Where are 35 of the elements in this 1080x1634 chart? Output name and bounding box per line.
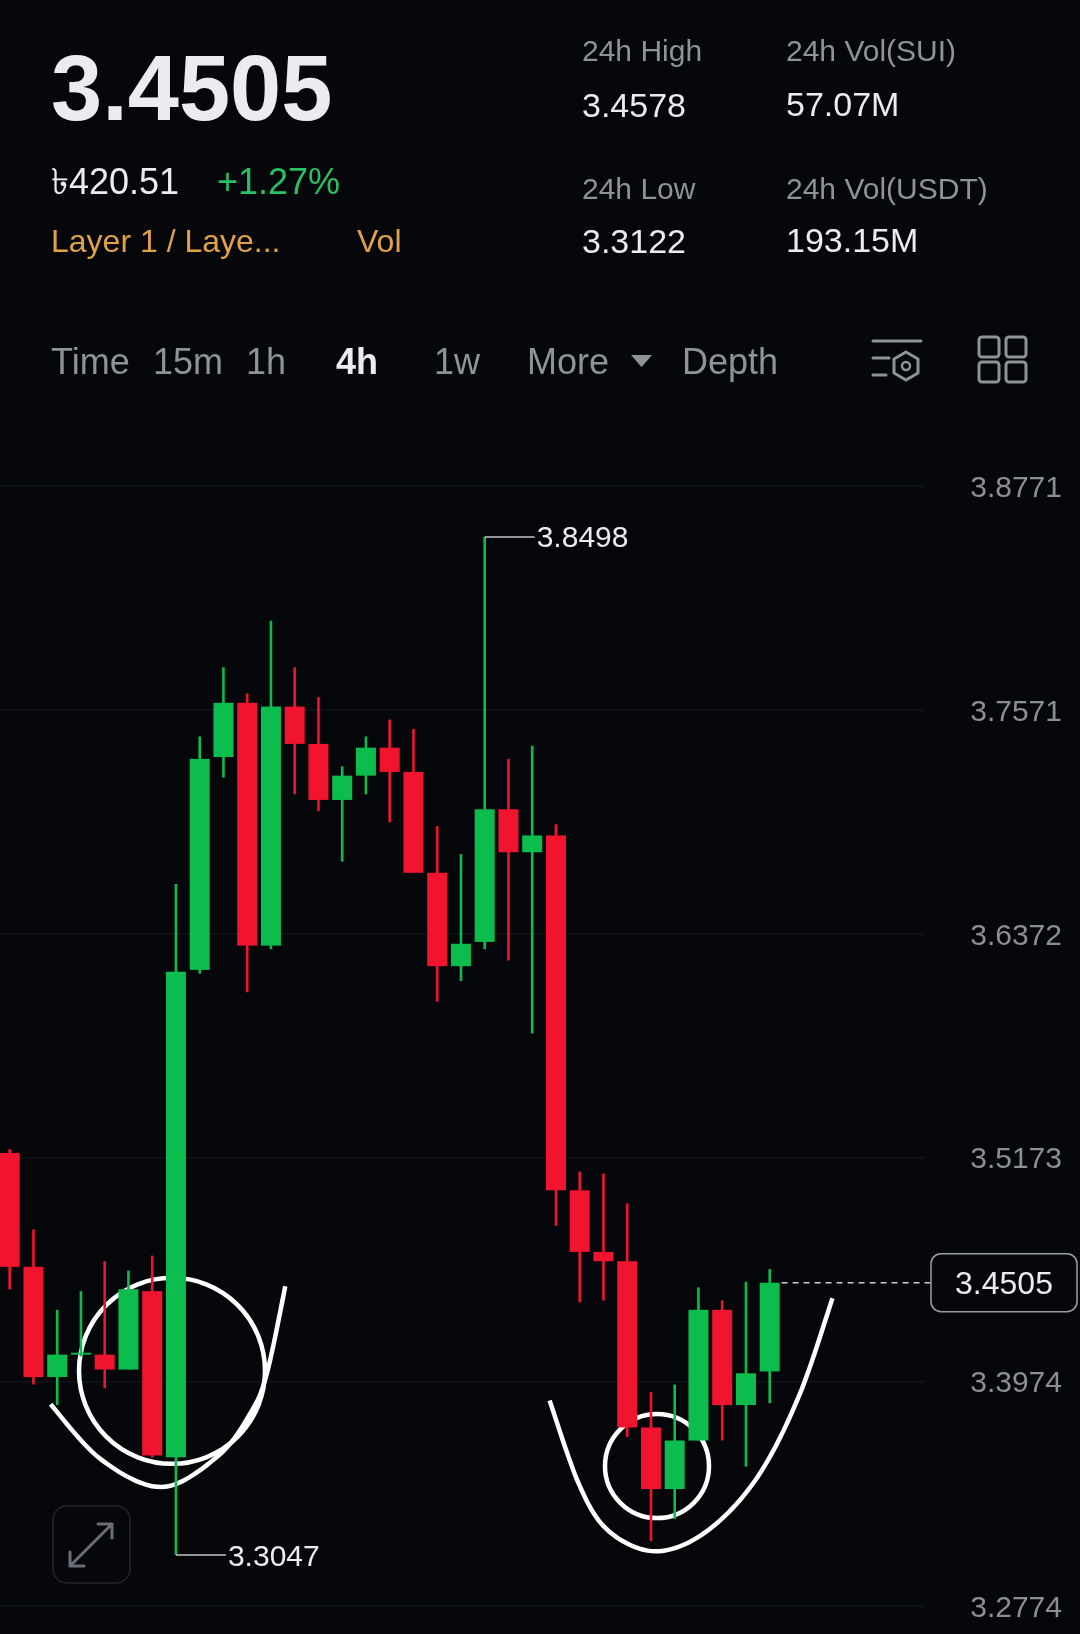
text: More — [527, 341, 610, 382]
text: Layer 1 / Laye... — [51, 223, 281, 259]
text: 193.15M — [786, 221, 919, 259]
y-tick-label: 3.3974 — [970, 1365, 1062, 1399]
text: 24h High — [582, 34, 703, 67]
text: Time — [51, 341, 130, 382]
y-tick-label: 3.5173 — [970, 1141, 1062, 1175]
y-tick-label: 3.7571 — [970, 693, 1062, 727]
text: Depth — [682, 341, 779, 382]
text: +1.27% — [217, 161, 341, 202]
y-tick-label: 3.8771 — [970, 469, 1062, 503]
text: 3.4578 — [582, 86, 686, 124]
candlestick — [70, 1289, 91, 1358]
text: 1h — [246, 341, 287, 382]
y-tick-label: 3.2774 — [970, 1589, 1062, 1623]
annotation: 3.3047 — [227, 1538, 320, 1572]
text: 4h — [336, 341, 379, 382]
text: 57.07M — [786, 85, 900, 123]
candlestick — [450, 852, 471, 983]
y-tick-label: 3.6372 — [970, 917, 1062, 951]
candlestick — [47, 1308, 68, 1407]
candlestick — [94, 1259, 115, 1390]
candlestick — [522, 744, 543, 1035]
text: 1w — [434, 341, 482, 382]
text: 24h Low — [582, 172, 696, 205]
candlestick — [593, 1172, 614, 1302]
text: 3.3122 — [582, 222, 686, 260]
ref-line-label: 3.4505 — [955, 1264, 1053, 1301]
text: Vol — [357, 223, 402, 259]
text: ৳420.51 — [51, 161, 180, 202]
annotation: 3.8498 — [536, 520, 629, 554]
text: 24h Vol(USDT) — [786, 172, 988, 205]
text: 3.4505 — [51, 37, 333, 139]
text: 24h Vol(SUI) — [786, 34, 957, 67]
text: 15m — [153, 341, 224, 382]
